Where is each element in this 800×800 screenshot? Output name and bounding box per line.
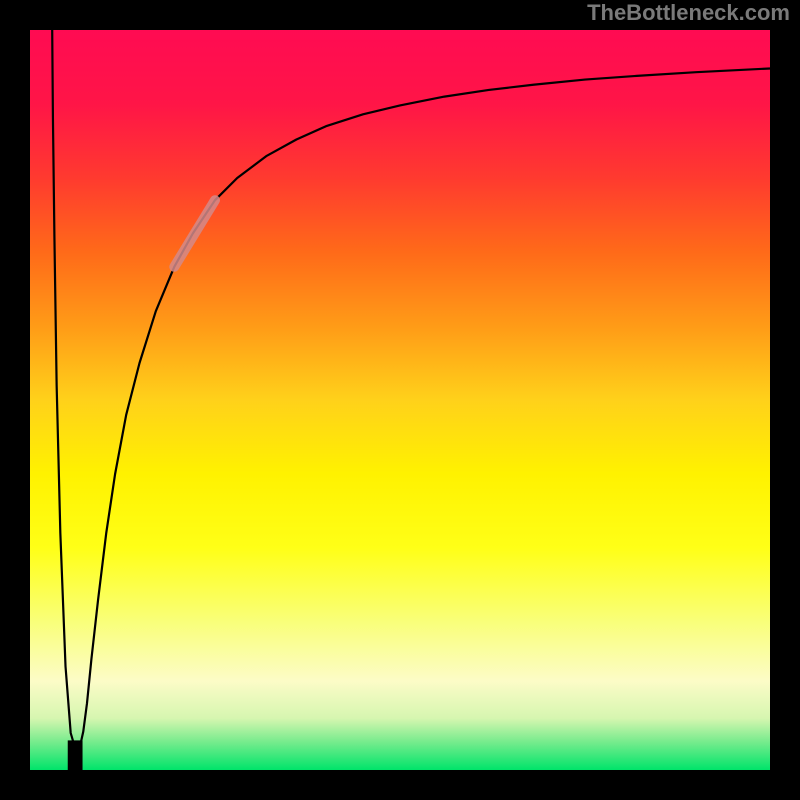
- dip-marker: [68, 740, 83, 770]
- plot-area-background: [30, 30, 770, 770]
- chart-svg: [0, 0, 800, 800]
- watermark-text: TheBottleneck.com: [587, 0, 790, 26]
- chart-root: TheBottleneck.com: [0, 0, 800, 800]
